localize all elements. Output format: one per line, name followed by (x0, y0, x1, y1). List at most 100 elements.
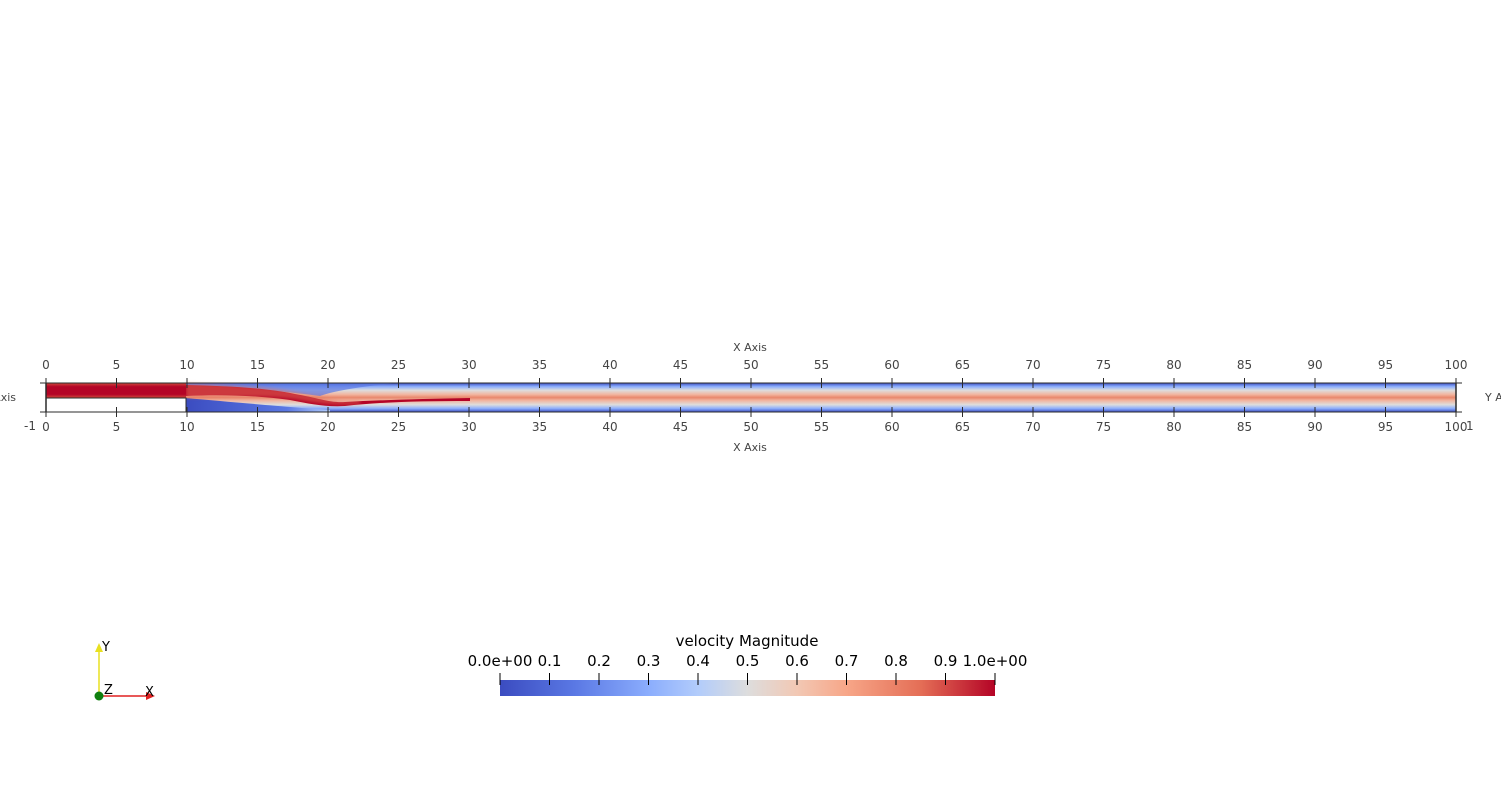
colorbar-tick-label: 0.3 (637, 652, 661, 670)
x-tick-bottom-label: 75 (1096, 420, 1111, 434)
colorbar-tick-label: 0.2 (587, 652, 611, 670)
x-tick-bottom-mark (745, 407, 757, 417)
y-axis-title-left: Y Axis (0, 391, 16, 404)
x-tick-top-label: 60 (884, 358, 899, 372)
x-tick-top-label: 75 (1096, 358, 1111, 372)
x-tick-top-mark (322, 378, 334, 388)
x-axis-label: X (145, 685, 154, 700)
x-tick-top-mark (533, 378, 546, 388)
x-tick-bottom-mark (1168, 407, 1180, 417)
jet-halo (186, 383, 360, 405)
x-tick-top-label: 90 (1307, 358, 1322, 372)
x-tick-bottom-label: 20 (320, 420, 335, 434)
x-tick-top-mark (604, 378, 616, 388)
x-tick-top-label: 80 (1166, 358, 1181, 372)
x-tick-top-label: 10 (179, 358, 194, 372)
x-tick-bottom-mark (392, 407, 405, 417)
x-tick-bottom-label: 100 (1445, 420, 1468, 434)
x-tick-top-mark (1238, 378, 1251, 388)
x-tick-bottom-label: 85 (1237, 420, 1252, 434)
x-tick-bottom-mark (1450, 407, 1462, 417)
x-tick-bottom-mark (251, 407, 264, 417)
x-tick-top-label: 85 (1237, 358, 1252, 372)
x-tick-bottom-label: 60 (884, 420, 899, 434)
x-tick-bottom-mark (110, 407, 123, 417)
x-tick-top-label: 95 (1378, 358, 1393, 372)
x-tick-top-mark (251, 378, 264, 388)
z-axis-dot-icon (94, 691, 104, 701)
colorbar-ticks: 0.0e+00 0.1 0.2 0.3 0.4 0.5 0.6 0.7 0.8 0.9 1.0e+0… (468, 652, 1028, 685)
colorbar-tick-label: 0.0e+00 (468, 652, 533, 670)
x-arrow-head-icon (146, 692, 155, 700)
cube-axes: 0 5 10 15 20 25 30 35 40 45 50 55 60 65 70 75 80 85 90 95 10… (0, 341, 1501, 454)
x-tick-bottom-mark (1379, 407, 1392, 417)
x-tick-bottom-mark (886, 407, 898, 417)
x-tick-bottom-label: 5 (113, 420, 121, 434)
x-tick-top-label: 45 (673, 358, 688, 372)
colorbar-tick-label: 0.6 (785, 652, 809, 670)
x-tick-top-label: 40 (602, 358, 617, 372)
x-tick-top-label: 70 (1025, 358, 1040, 372)
x-tick-bottom-mark (322, 407, 334, 417)
x-ticks-top: 0 5 10 15 20 25 30 35 40 45 50 55 60 65 70 75 80 85 90 95 10… (40, 358, 1467, 388)
x-tick-bottom-label: 25 (391, 420, 406, 434)
x-tick-top-mark (40, 378, 52, 388)
colorbar[interactable]: velocity Magnitude 0.0e+00 0.1 0.2 0.3 0.4 0.… (468, 632, 1028, 696)
y-arrow-head-icon (95, 643, 103, 652)
x-tick-top-label: 35 (532, 358, 547, 372)
x-tick-bottom-mark (604, 407, 616, 417)
inlet-flow (46, 383, 186, 398)
z-axis-label: Z (104, 683, 113, 698)
x-tick-bottom-label: 95 (1378, 420, 1393, 434)
x-tick-top-mark (110, 378, 123, 388)
x-tick-bottom-mark (1238, 407, 1251, 417)
x-tick-bottom-label: 45 (673, 420, 688, 434)
x-tick-top-label: 100 (1445, 358, 1468, 372)
x-tick-bottom-label: 15 (250, 420, 265, 434)
x-ticks-bottom: 0 5 10 15 20 25 30 35 40 45 50 55 60 65 70 75 80 85 90 95 10… (40, 407, 1467, 434)
x-tick-top-mark (674, 378, 687, 388)
x-tick-bottom-label: 0 (42, 420, 50, 434)
x-tick-top-label: 20 (320, 358, 335, 372)
x-tick-bottom-mark (956, 407, 969, 417)
x-tick-top-mark (1097, 378, 1110, 388)
colorbar-tick-label: 0.7 (835, 652, 859, 670)
x-tick-top-label: 15 (250, 358, 265, 372)
x-tick-top-mark (181, 378, 193, 388)
x-tick-top-mark (956, 378, 969, 388)
colorbar-tick-label: 0.9 (934, 652, 958, 670)
x-tick-bottom-mark (463, 407, 475, 417)
colorbar-tick-label: 0.1 (538, 652, 562, 670)
x-tick-bottom-label: 70 (1025, 420, 1040, 434)
x-axis-title-top: X Axis (733, 341, 767, 354)
x-tick-top-mark (886, 378, 898, 388)
x-tick-bottom-mark (1027, 407, 1039, 417)
colorbar-gradient (500, 680, 995, 696)
x-tick-top-mark (1379, 378, 1392, 388)
x-tick-bottom-label: 35 (532, 420, 547, 434)
x-tick-bottom-label: 40 (602, 420, 617, 434)
y-tick-max: 1 (1466, 419, 1474, 433)
x-tick-bottom-mark (815, 407, 828, 417)
x-tick-top-label: 65 (955, 358, 970, 372)
x-tick-top-mark (1168, 378, 1180, 388)
x-tick-top-mark (1027, 378, 1039, 388)
x-axis-title-bottom: X Axis (733, 441, 767, 454)
x-tick-bottom-label: 30 (461, 420, 476, 434)
colorbar-tick-label: 0.5 (736, 652, 760, 670)
x-tick-top-mark (1309, 378, 1321, 388)
x-tick-bottom-mark (1097, 407, 1110, 417)
y-axis-label: Y (101, 640, 110, 655)
x-tick-top-mark (392, 378, 405, 388)
orientation-axes[interactable]: Y Z X (94, 640, 156, 701)
colorbar-title: velocity Magnitude (676, 632, 819, 650)
x-tick-bottom-label: 50 (743, 420, 758, 434)
x-tick-bottom-mark (674, 407, 687, 417)
colorbar-tick-label: 1.0e+00 (963, 652, 1028, 670)
x-tick-bottom-label: 55 (814, 420, 829, 434)
x-tick-bottom-label: 10 (179, 420, 194, 434)
x-tick-top-label: 30 (461, 358, 476, 372)
x-tick-bottom-mark (1309, 407, 1321, 417)
x-tick-top-mark (745, 378, 757, 388)
